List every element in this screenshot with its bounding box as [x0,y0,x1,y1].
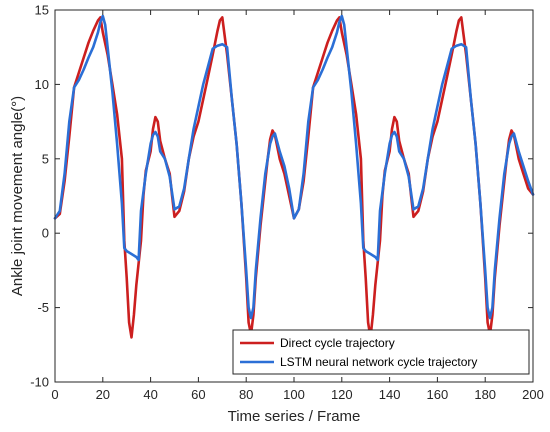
y-tick-label: 10 [35,77,49,92]
legend-label-1: Direct cycle trajectory [280,336,395,350]
legend-label-2: LSTM neural network cycle trajectory [280,355,477,369]
x-tick-label: 80 [239,387,253,402]
x-tick-label: 60 [191,387,205,402]
y-tick-label: -5 [37,300,49,315]
axes: 0 20 40 60 80 100 120 140 160 180 200 -10 -5 0 5 10 15 [30,3,544,403]
legend-box [232,329,530,375]
y-tick-label: 5 [42,151,49,166]
x-axis-label: Time series / Frame [228,408,361,425]
x-tick-label: 120 [331,387,353,402]
y-tick-label: 15 [35,3,49,18]
legend: Direct cycle trajectory LSTM neural netwo… [232,329,530,375]
x-tick-label: 0 [51,387,58,402]
plot-area [53,14,535,339]
series-line-2 [53,14,535,320]
x-tick-label: 180 [474,387,496,402]
x-tick-label: 140 [379,387,401,402]
x-tick-label: 20 [96,387,110,402]
x-tick-label: 100 [283,387,305,402]
x-tick-label: 160 [427,387,449,402]
y-tick-label: -10 [30,375,49,390]
y-axis-label: Ankle joint movement angle(°) [9,96,26,296]
y-tick-label: 0 [42,226,49,241]
x-tick-label: 200 [522,387,544,402]
x-tick-label: 40 [143,387,157,402]
